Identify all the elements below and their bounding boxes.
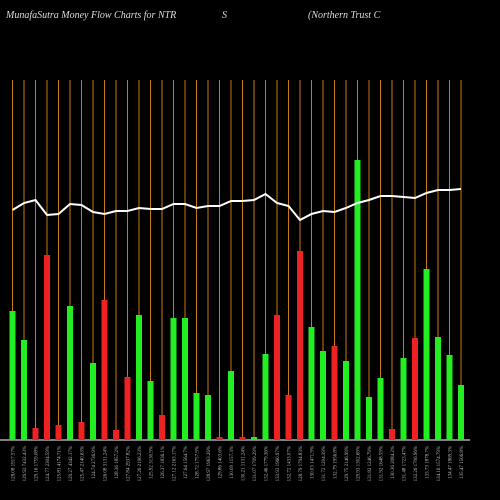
- x-tick-label: 134.47 1869.3%: [449, 446, 454, 479]
- chart-title: MunafaSutra Money Flow Charts for NTR: [5, 10, 176, 21]
- bar: [400, 358, 407, 440]
- x-tick-label: 127.84 2937.82%: [127, 446, 132, 481]
- x-tick-label: 125.47 2140.63%: [81, 446, 86, 481]
- bar: [205, 395, 211, 440]
- x-tick-label: 131.72 1204.39%: [322, 446, 327, 481]
- x-tick-label: 127.26 2196.23%: [138, 446, 143, 481]
- bar: [435, 337, 441, 440]
- bar: [147, 381, 154, 440]
- x-tick-label: 131.92 1648.59%: [380, 446, 385, 481]
- x-tick-label: 130.21 1131.24%: [242, 446, 247, 481]
- x-tick-label: 131.48 1723.47%: [403, 446, 408, 481]
- x-tick-label: 129.93 1302.69%: [357, 446, 362, 481]
- bar: [216, 437, 223, 440]
- bar: [159, 415, 165, 440]
- x-tick-label: 124.77 2304.59%: [46, 446, 51, 481]
- x-tick-label: 133.73 1878.7%: [426, 446, 431, 479]
- bar: [274, 315, 280, 440]
- bar: [193, 393, 200, 440]
- x-tick-label: 135.47 1506.8%: [460, 446, 465, 479]
- company-name: (Northern Trust C: [308, 10, 381, 21]
- bar: [21, 340, 27, 440]
- x-tick-label: 130.03 1471.9%: [311, 446, 316, 479]
- x-tick-label: 130.36 2084.2%: [391, 446, 396, 479]
- x-tick-label: 128.72 1757.9%: [196, 446, 201, 479]
- x-tick-label: 126.37 1836.1%: [161, 446, 166, 479]
- bar: [67, 306, 73, 440]
- bar: [170, 318, 177, 440]
- x-tick-label: 128.79 1794.83%: [299, 446, 304, 481]
- x-tick-label: 129.86 1403.6%: [219, 446, 224, 479]
- x-tick-label: 128.36 1857.2%: [115, 446, 120, 479]
- x-tick-label: 132.26 1706.96%: [414, 446, 419, 481]
- bar: [32, 428, 39, 440]
- bar: [90, 363, 96, 440]
- x-tick-label: 129.16 1759.08%: [35, 446, 40, 481]
- x-tick-label: 132.79 1956.8%: [334, 446, 339, 479]
- bar: [331, 346, 338, 440]
- bar: [366, 397, 372, 440]
- x-tick-label: 125.92 3130.9%: [150, 446, 155, 479]
- x-tick-label: 129.92 7432.43%: [23, 446, 28, 481]
- x-tick-label: 126.08 3131.24%: [104, 446, 109, 481]
- x-tick-label: 131.82 1246.79%: [368, 446, 373, 481]
- bar: [320, 351, 326, 440]
- x-tick-label: 124.74 2736.9%: [92, 446, 97, 479]
- bar: [124, 377, 131, 440]
- bar: [182, 318, 188, 440]
- x-tick-label: 127.12 2163.17%: [173, 446, 178, 481]
- bar: [377, 378, 384, 440]
- bar: [458, 385, 464, 440]
- bar: [55, 425, 62, 440]
- bar: [343, 361, 349, 440]
- x-tick-label: 130.09 1157.3%: [230, 446, 235, 479]
- x-labels: 128.08 1917.57% 129.92 7432.43% 129.16 175…: [12, 446, 466, 481]
- bar: [44, 255, 50, 440]
- x-tick-label: 125.81 4174.71%: [58, 446, 63, 481]
- money-flow-line: [11, 188, 462, 222]
- x-tick-label: 129.27 4342.17%: [69, 446, 74, 481]
- x-tick-label: 128.08 1917.57%: [12, 446, 17, 481]
- bar: [9, 311, 16, 440]
- x-tick-label: 132.72 1433.07%: [288, 446, 293, 481]
- bar: [423, 269, 430, 440]
- bar: [297, 251, 303, 440]
- x-tick-label: 128.97 1963.26%: [207, 446, 212, 481]
- bar: [389, 429, 395, 440]
- x-tick-label: 129.75 2146.99%: [345, 446, 350, 481]
- x-tick-label: 134.16 1574.79%: [437, 446, 442, 481]
- bar: [285, 395, 292, 440]
- bar: [446, 355, 453, 440]
- bar: [354, 160, 361, 440]
- x-tick-label: 127.64 1564.7%: [184, 446, 189, 479]
- bar: [101, 300, 108, 440]
- bars: [9, 160, 464, 440]
- chart-subtitle: S: [222, 10, 227, 21]
- bar: [308, 327, 315, 440]
- bar: [251, 437, 257, 440]
- bar: [228, 371, 234, 440]
- bar: [78, 422, 85, 440]
- bar: [262, 354, 269, 440]
- bar: [136, 315, 142, 440]
- x-tick-label: 133.93 1960.97%: [276, 446, 281, 481]
- bar: [412, 338, 418, 440]
- x-tick-label: 132.46 1779.36%: [265, 446, 270, 481]
- x-tick-label: 131.07 1709.29%: [253, 446, 258, 481]
- bar: [239, 437, 246, 440]
- bar: [113, 430, 119, 440]
